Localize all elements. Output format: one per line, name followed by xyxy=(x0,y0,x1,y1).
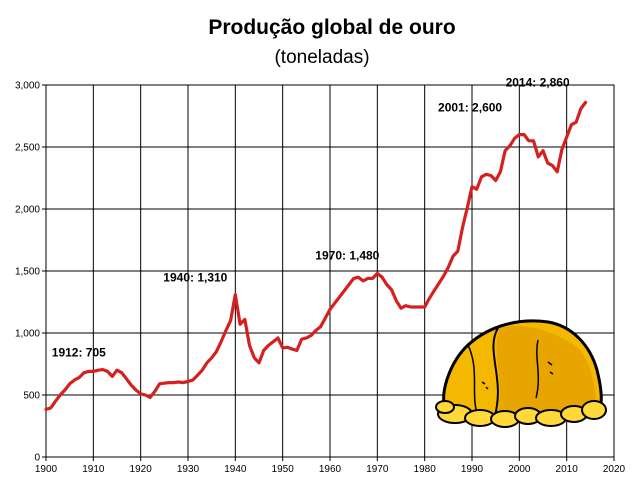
y-tick-label: 0 xyxy=(34,453,40,464)
annotation-label: 1940: 1,310 xyxy=(163,271,227,285)
y-tick-label: 2,500 xyxy=(15,143,40,154)
series-line-gold-production xyxy=(44,100,588,411)
chart-subtitle: (toneladas) xyxy=(274,47,369,68)
annotation-label: 2014: 2,860 xyxy=(506,75,570,89)
y-tick-label: 1,500 xyxy=(15,267,40,278)
annotation-label: 2001: 2,600 xyxy=(438,101,502,115)
y-tick-label: 2,000 xyxy=(15,205,40,216)
y-tick-label: 1,000 xyxy=(15,329,40,340)
x-tick-label: 1920 xyxy=(130,464,153,475)
x-tick-label: 2010 xyxy=(556,464,579,475)
x-tick-label: 1990 xyxy=(461,464,484,475)
annotations: 1912: 705 1940: 1,310 1970: 1,480 2001: 2,6… xyxy=(52,75,570,359)
annotation-label: 1970: 1,480 xyxy=(315,248,379,262)
gold-nugget-icon xyxy=(435,319,607,428)
x-axis-ticks: 1900 1910 1920 1930 1940 1950 1960 1970 1980 1990… xyxy=(35,457,626,475)
x-tick-label: 1960 xyxy=(319,464,342,475)
x-tick-label: 1910 xyxy=(82,464,105,475)
x-tick-label: 1900 xyxy=(35,464,58,475)
x-tick-label: 1980 xyxy=(414,464,437,475)
x-tick-label: 1930 xyxy=(177,464,200,475)
x-tick-label: 1970 xyxy=(366,464,389,475)
grid xyxy=(46,85,614,457)
x-tick-label: 1940 xyxy=(224,464,247,475)
y-tick-label: 500 xyxy=(23,391,40,402)
x-tick-label: 2000 xyxy=(508,464,531,475)
annotation-label: 1912: 705 xyxy=(52,346,106,360)
y-tick-label: 3,000 xyxy=(15,81,40,92)
x-tick-label: 2020 xyxy=(603,464,626,475)
y-axis-ticks: 0 500 1,000 1,500 2,000 2,500 3,000 xyxy=(15,81,46,464)
x-tick-label: 1950 xyxy=(272,464,295,475)
chart-title: Produção global de ouro xyxy=(208,16,455,39)
